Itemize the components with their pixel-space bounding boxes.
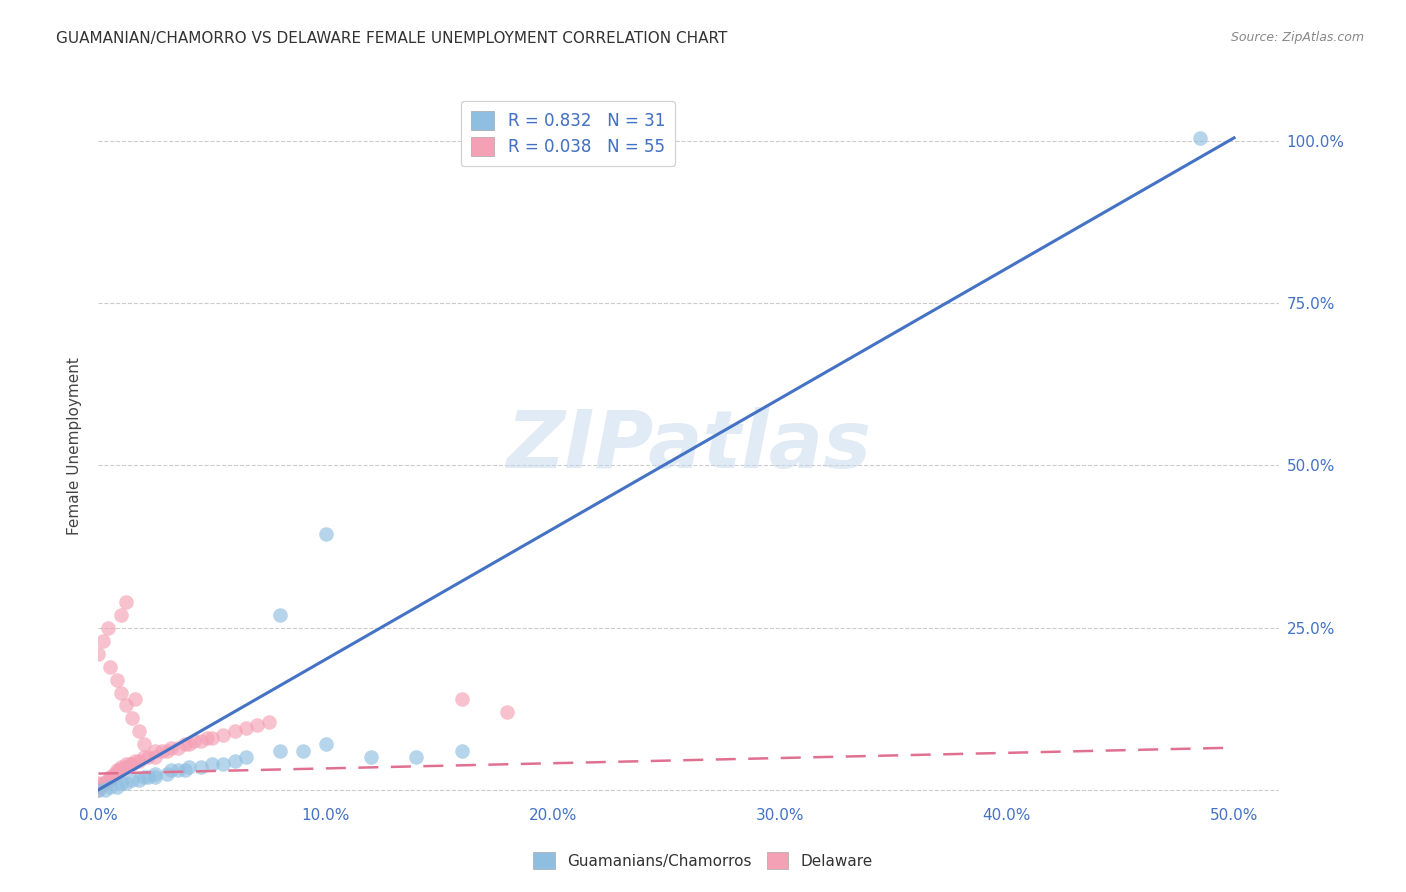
Point	[114, 595, 136, 609]
Point	[315, 526, 337, 541]
Point	[128, 754, 150, 768]
Point	[110, 607, 132, 622]
Point	[110, 776, 132, 790]
Point	[105, 766, 128, 780]
Point	[269, 744, 291, 758]
Point	[173, 738, 195, 752]
Point	[201, 756, 224, 771]
Point	[160, 740, 183, 755]
Point	[246, 718, 269, 732]
Point	[197, 731, 219, 745]
Point	[224, 754, 246, 768]
Point	[110, 760, 132, 774]
Point	[179, 738, 201, 752]
Point	[124, 754, 146, 768]
Point	[190, 760, 212, 774]
Text: GUAMANIAN/CHAMORRO VS DELAWARE FEMALE UNEMPLOYMENT CORRELATION CHART: GUAMANIAN/CHAMORRO VS DELAWARE FEMALE UN…	[56, 31, 728, 46]
Point	[114, 698, 136, 713]
Point	[291, 744, 314, 758]
Point	[87, 780, 110, 794]
Point	[128, 773, 150, 788]
Point	[496, 705, 519, 719]
Point	[201, 731, 224, 745]
Point	[121, 711, 143, 725]
Point	[101, 770, 124, 784]
Point	[138, 750, 160, 764]
Point	[138, 770, 160, 784]
Point	[91, 633, 114, 648]
Point	[94, 776, 117, 790]
Point	[143, 744, 166, 758]
Point	[114, 760, 136, 774]
Point	[120, 756, 142, 771]
Point	[87, 647, 110, 661]
Point	[121, 756, 143, 771]
Point	[132, 750, 155, 764]
Text: ZIPatlas: ZIPatlas	[506, 407, 872, 485]
Point	[179, 760, 201, 774]
Point	[155, 744, 177, 758]
Point	[160, 764, 183, 778]
Point	[98, 659, 121, 673]
Point	[114, 756, 136, 771]
Point	[212, 728, 235, 742]
Point	[150, 744, 173, 758]
Point	[94, 782, 117, 797]
Point	[87, 776, 110, 790]
Legend: R = 0.832   N = 31, R = 0.038   N = 55: R = 0.832 N = 31, R = 0.038 N = 55	[461, 101, 675, 166]
Point	[405, 750, 427, 764]
Point	[132, 770, 155, 784]
Point	[212, 756, 235, 771]
Point	[190, 734, 212, 748]
Point	[235, 721, 257, 735]
Point	[87, 782, 110, 797]
Point	[450, 744, 472, 758]
Point	[235, 750, 257, 764]
Point	[143, 766, 166, 780]
Point	[87, 782, 110, 797]
Point	[167, 740, 190, 755]
Point	[105, 673, 128, 687]
Point	[108, 764, 131, 778]
Point	[1188, 131, 1211, 145]
Point	[224, 724, 246, 739]
Point	[360, 750, 382, 764]
Y-axis label: Female Unemployment: Female Unemployment	[67, 357, 83, 535]
Point	[450, 692, 472, 706]
Point	[98, 770, 121, 784]
Point	[155, 766, 177, 780]
Point	[167, 764, 190, 778]
Point	[110, 764, 132, 778]
Point	[98, 773, 121, 788]
Point	[128, 724, 150, 739]
Point	[91, 776, 114, 790]
Point	[114, 776, 136, 790]
Point	[110, 685, 132, 699]
Point	[143, 750, 166, 764]
Point	[124, 692, 146, 706]
Point	[98, 780, 121, 794]
Point	[105, 764, 128, 778]
Point	[269, 607, 291, 622]
Point	[103, 766, 125, 780]
Point	[173, 764, 195, 778]
Point	[96, 621, 118, 635]
Point	[143, 770, 166, 784]
Point	[96, 773, 118, 788]
Point	[132, 738, 155, 752]
Point	[315, 738, 337, 752]
Point	[105, 780, 128, 794]
Legend: Guamanians/Chamorros, Delaware: Guamanians/Chamorros, Delaware	[527, 846, 879, 875]
Point	[257, 714, 280, 729]
Text: Source: ZipAtlas.com: Source: ZipAtlas.com	[1230, 31, 1364, 45]
Point	[121, 773, 143, 788]
Point	[183, 734, 205, 748]
